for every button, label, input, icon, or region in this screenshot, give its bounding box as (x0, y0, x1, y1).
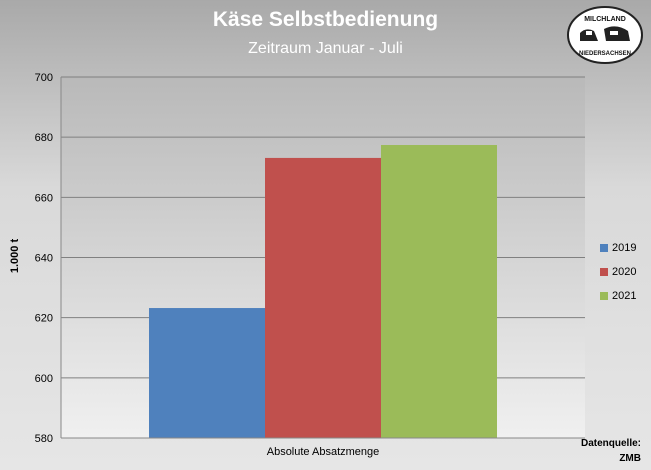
y-tick-label: 680 (35, 132, 53, 144)
legend-item-2021: 2021 (600, 284, 636, 308)
bar-2020 (265, 157, 381, 438)
svg-text:MILCHLAND: MILCHLAND (584, 16, 626, 23)
bar-2021 (381, 144, 497, 438)
legend-label: 2020 (612, 266, 637, 278)
y-tick-label: 640 (35, 253, 53, 265)
x-category-label: Absolute Absatzmenge (266, 446, 380, 458)
data-source: Datenquelle: ZMB (581, 436, 641, 466)
chart-title: Käse Selbstbedienung (212, 8, 439, 31)
legend-swatch (600, 292, 608, 300)
milchland-logo: MILCHLAND NIEDERSACHSEN (567, 6, 643, 64)
legend-item-2019: 2019 (600, 236, 636, 260)
chart-subtitle: Zeitraum Januar - Juli (248, 40, 403, 57)
source-value: ZMB (619, 453, 641, 464)
legend-item-2020: 2020 (600, 260, 636, 284)
y-axis-label: 1.000 t (9, 238, 22, 274)
bar-2019 (149, 308, 265, 438)
legend-swatch (600, 268, 608, 276)
legend-swatch (600, 244, 608, 252)
y-tick-label: 580 (35, 433, 53, 445)
svg-text:NIEDERSACHSEN: NIEDERSACHSEN (579, 51, 631, 57)
source-label: Datenquelle: (580, 438, 641, 449)
legend-label: 2021 (612, 290, 637, 302)
y-tick-label: 700 (35, 72, 53, 84)
y-tick-label: 600 (35, 373, 53, 385)
y-tick-label: 660 (35, 192, 53, 204)
legend-label: 2019 (612, 242, 637, 254)
legend: 2019 2020 2021 (600, 236, 636, 308)
y-tick-label: 620 (35, 313, 53, 325)
